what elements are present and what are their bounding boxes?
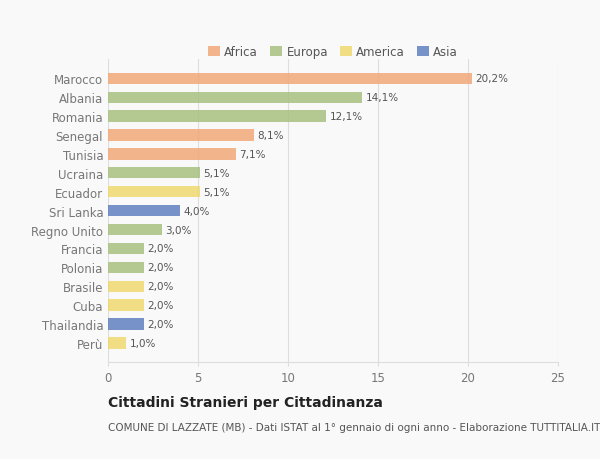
Bar	[108, 262, 144, 274]
Bar	[108, 319, 144, 330]
Text: 2,0%: 2,0%	[148, 263, 174, 273]
Bar	[108, 206, 180, 217]
Bar	[108, 281, 144, 292]
Text: 12,1%: 12,1%	[329, 112, 362, 122]
Bar	[108, 300, 144, 311]
Bar	[108, 92, 362, 104]
Bar	[108, 168, 200, 179]
Text: 7,1%: 7,1%	[239, 150, 266, 160]
Text: 5,1%: 5,1%	[203, 168, 230, 179]
Bar	[108, 73, 472, 85]
Text: 8,1%: 8,1%	[257, 131, 284, 140]
Bar	[108, 187, 200, 198]
Text: 5,1%: 5,1%	[203, 187, 230, 197]
Text: 2,0%: 2,0%	[148, 244, 174, 254]
Bar	[108, 111, 326, 123]
Text: 1,0%: 1,0%	[130, 338, 156, 348]
Legend: Africa, Europa, America, Asia: Africa, Europa, America, Asia	[203, 41, 463, 64]
Text: COMUNE DI LAZZATE (MB) - Dati ISTAT al 1° gennaio di ogni anno - Elaborazione TU: COMUNE DI LAZZATE (MB) - Dati ISTAT al 1…	[108, 422, 600, 432]
Text: 2,0%: 2,0%	[148, 319, 174, 329]
Text: 20,2%: 20,2%	[475, 74, 508, 84]
Bar	[108, 130, 254, 141]
Text: 2,0%: 2,0%	[148, 301, 174, 310]
Text: 3,0%: 3,0%	[166, 225, 192, 235]
Bar	[108, 149, 236, 160]
Bar	[108, 243, 144, 255]
Text: 4,0%: 4,0%	[184, 206, 210, 216]
Text: 2,0%: 2,0%	[148, 282, 174, 291]
Text: Cittadini Stranieri per Cittadinanza: Cittadini Stranieri per Cittadinanza	[108, 395, 383, 409]
Bar	[108, 337, 126, 349]
Text: 14,1%: 14,1%	[365, 93, 398, 103]
Bar	[108, 224, 162, 235]
